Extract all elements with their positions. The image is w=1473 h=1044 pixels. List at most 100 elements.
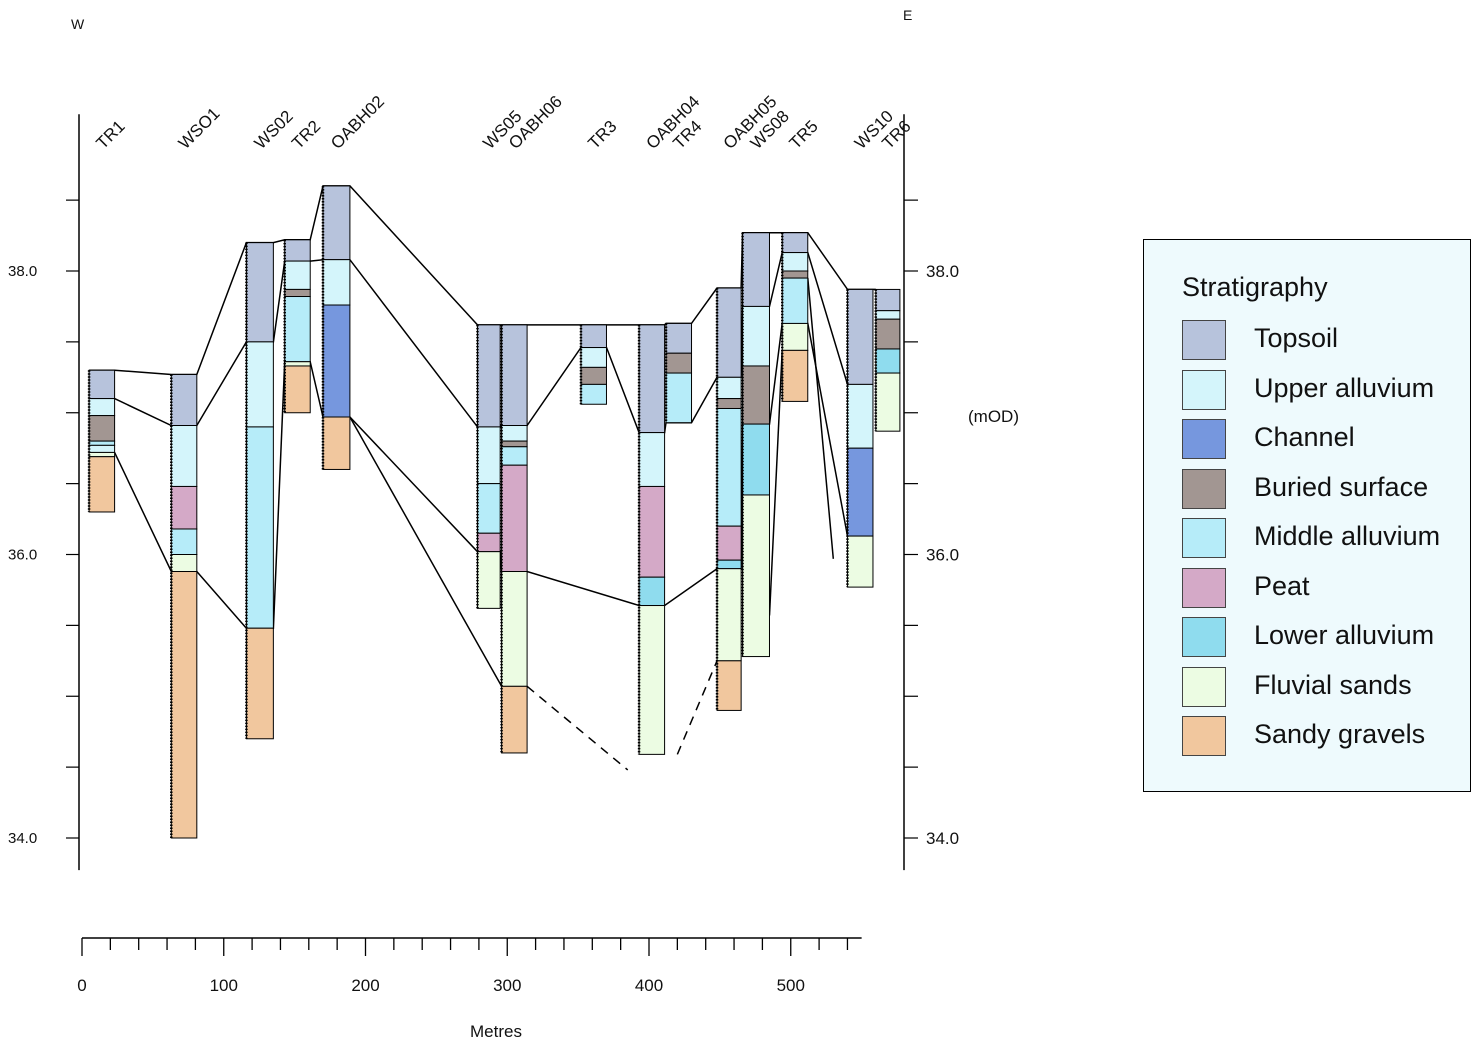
y-unit-label: (mOD) bbox=[968, 407, 1019, 426]
layer-buried bbox=[716, 398, 742, 409]
layer-fluvial bbox=[88, 451, 116, 458]
legend-swatch bbox=[1182, 468, 1226, 509]
legend-swatch bbox=[1182, 419, 1226, 459]
legend-swatch bbox=[1182, 617, 1226, 657]
legend-label: Lower alluvium bbox=[1254, 620, 1435, 650]
layer-buried bbox=[284, 288, 311, 298]
borehole-oabh02 bbox=[321, 185, 351, 470]
borehole-tr6 bbox=[874, 288, 901, 432]
layer-upper bbox=[284, 260, 311, 290]
layer-fluvial bbox=[476, 551, 501, 609]
layer-topsoil bbox=[580, 324, 607, 349]
borehole-oabh04 bbox=[637, 324, 666, 755]
correlation-line-tr5_lower bbox=[807, 278, 835, 559]
legend-label: Middle alluvium bbox=[1254, 521, 1441, 551]
layer-upper bbox=[170, 425, 198, 487]
layer-middle bbox=[580, 383, 607, 405]
layer-topsoil bbox=[170, 373, 198, 427]
right-axis-tick-label: 38.0 bbox=[926, 262, 959, 281]
layer-upper bbox=[742, 305, 770, 367]
layer-upper bbox=[88, 444, 116, 453]
borehole-label: TR1 bbox=[93, 117, 129, 153]
legend-swatch bbox=[1182, 716, 1226, 756]
layer-middle bbox=[665, 372, 693, 424]
layer-middle bbox=[284, 296, 311, 363]
axes-group: 34.0 34.0 36.0 36.0 38.0 38.0 bbox=[8, 114, 959, 871]
layer-upper bbox=[476, 426, 501, 485]
layer-gravels bbox=[245, 627, 274, 740]
borehole-label: WSO1 bbox=[175, 104, 224, 153]
layer-fluvial bbox=[875, 372, 901, 432]
layer-upper bbox=[875, 310, 901, 320]
layer-middle bbox=[501, 446, 528, 466]
layer-peat bbox=[716, 525, 742, 561]
distance-tick-label: 500 bbox=[777, 976, 805, 995]
east-label: E bbox=[903, 7, 912, 23]
distance-axis: Metres 0 100 200 300 400 500 bbox=[77, 937, 862, 1041]
correlation-line-deep_base bbox=[349, 416, 503, 687]
layer-gravels bbox=[716, 660, 742, 711]
dashed-correlation-line bbox=[676, 660, 718, 755]
layer-upper bbox=[716, 376, 742, 400]
distance-tick-label: 0 bbox=[77, 976, 86, 995]
borehole-wso1 bbox=[170, 373, 198, 839]
layer-gravels bbox=[322, 416, 351, 470]
distance-tick-label: 400 bbox=[635, 976, 663, 995]
west-label: W bbox=[71, 16, 85, 32]
layer-peat bbox=[476, 532, 501, 553]
layer-buried bbox=[88, 415, 116, 442]
layer-upper bbox=[846, 383, 874, 449]
legend-item-fluvial: Fluvial sands bbox=[1182, 666, 1462, 711]
legend-label: Channel bbox=[1254, 422, 1355, 452]
layer-topsoil bbox=[781, 232, 809, 254]
layer-middle bbox=[245, 426, 274, 629]
layer-topsoil bbox=[846, 288, 874, 385]
layer-middle bbox=[716, 407, 742, 527]
legend-label: Buried surface bbox=[1254, 471, 1429, 502]
legend-item-buried: Buried surface bbox=[1182, 468, 1462, 513]
legend-title: Stratigraphy bbox=[1182, 272, 1328, 302]
left-axis-tick-label: 34.0 bbox=[8, 830, 37, 847]
layer-peat bbox=[638, 485, 666, 578]
legend-item-upper: Upper alluvium bbox=[1182, 369, 1462, 414]
layer-upper bbox=[580, 347, 607, 368]
layer-middle bbox=[170, 528, 198, 555]
layer-topsoil bbox=[742, 232, 770, 307]
layer-fluvial bbox=[742, 494, 770, 658]
layer-middle bbox=[781, 277, 809, 324]
layer-fluvial bbox=[638, 605, 666, 755]
legend-item-lower: Lower alluvium bbox=[1182, 617, 1462, 661]
layer-middle bbox=[88, 440, 116, 446]
layer-gravels bbox=[284, 365, 311, 414]
borehole-ws05 bbox=[476, 324, 501, 609]
layer-buried bbox=[781, 270, 809, 279]
legend-label: Fluvial sands bbox=[1254, 669, 1412, 700]
layer-topsoil bbox=[245, 242, 274, 343]
layer-buried bbox=[501, 440, 528, 448]
borehole-label: TR5 bbox=[786, 117, 822, 153]
left-axis-tick-label: 36.0 bbox=[8, 547, 37, 564]
layer-buried bbox=[580, 366, 607, 385]
layer-topsoil bbox=[638, 324, 666, 434]
layer-upper bbox=[88, 398, 116, 417]
borehole-label: OABH02 bbox=[327, 92, 388, 153]
layer-topsoil bbox=[875, 288, 901, 312]
layer-upper bbox=[638, 432, 666, 487]
legend-item-middle: Middle alluvium bbox=[1182, 518, 1462, 562]
dashed-correlation-line bbox=[526, 685, 629, 771]
borehole-tr5 bbox=[780, 232, 809, 402]
distance-tick-label: 100 bbox=[210, 976, 238, 995]
layer-topsoil bbox=[88, 369, 116, 400]
layer-buried bbox=[665, 352, 693, 374]
layer-upper bbox=[501, 425, 528, 442]
legend-item-topsoil: Topsoil bbox=[1182, 320, 1462, 364]
layer-fluvial bbox=[284, 361, 311, 367]
layer-fluvial bbox=[846, 535, 874, 588]
x-axis-title: Metres bbox=[470, 1022, 522, 1041]
legend-swatch bbox=[1182, 369, 1226, 410]
layer-channel bbox=[846, 447, 874, 537]
layer-topsoil bbox=[322, 185, 351, 261]
legend-swatch bbox=[1182, 666, 1226, 707]
legend-item-gravels: Sandy gravels bbox=[1182, 716, 1462, 760]
